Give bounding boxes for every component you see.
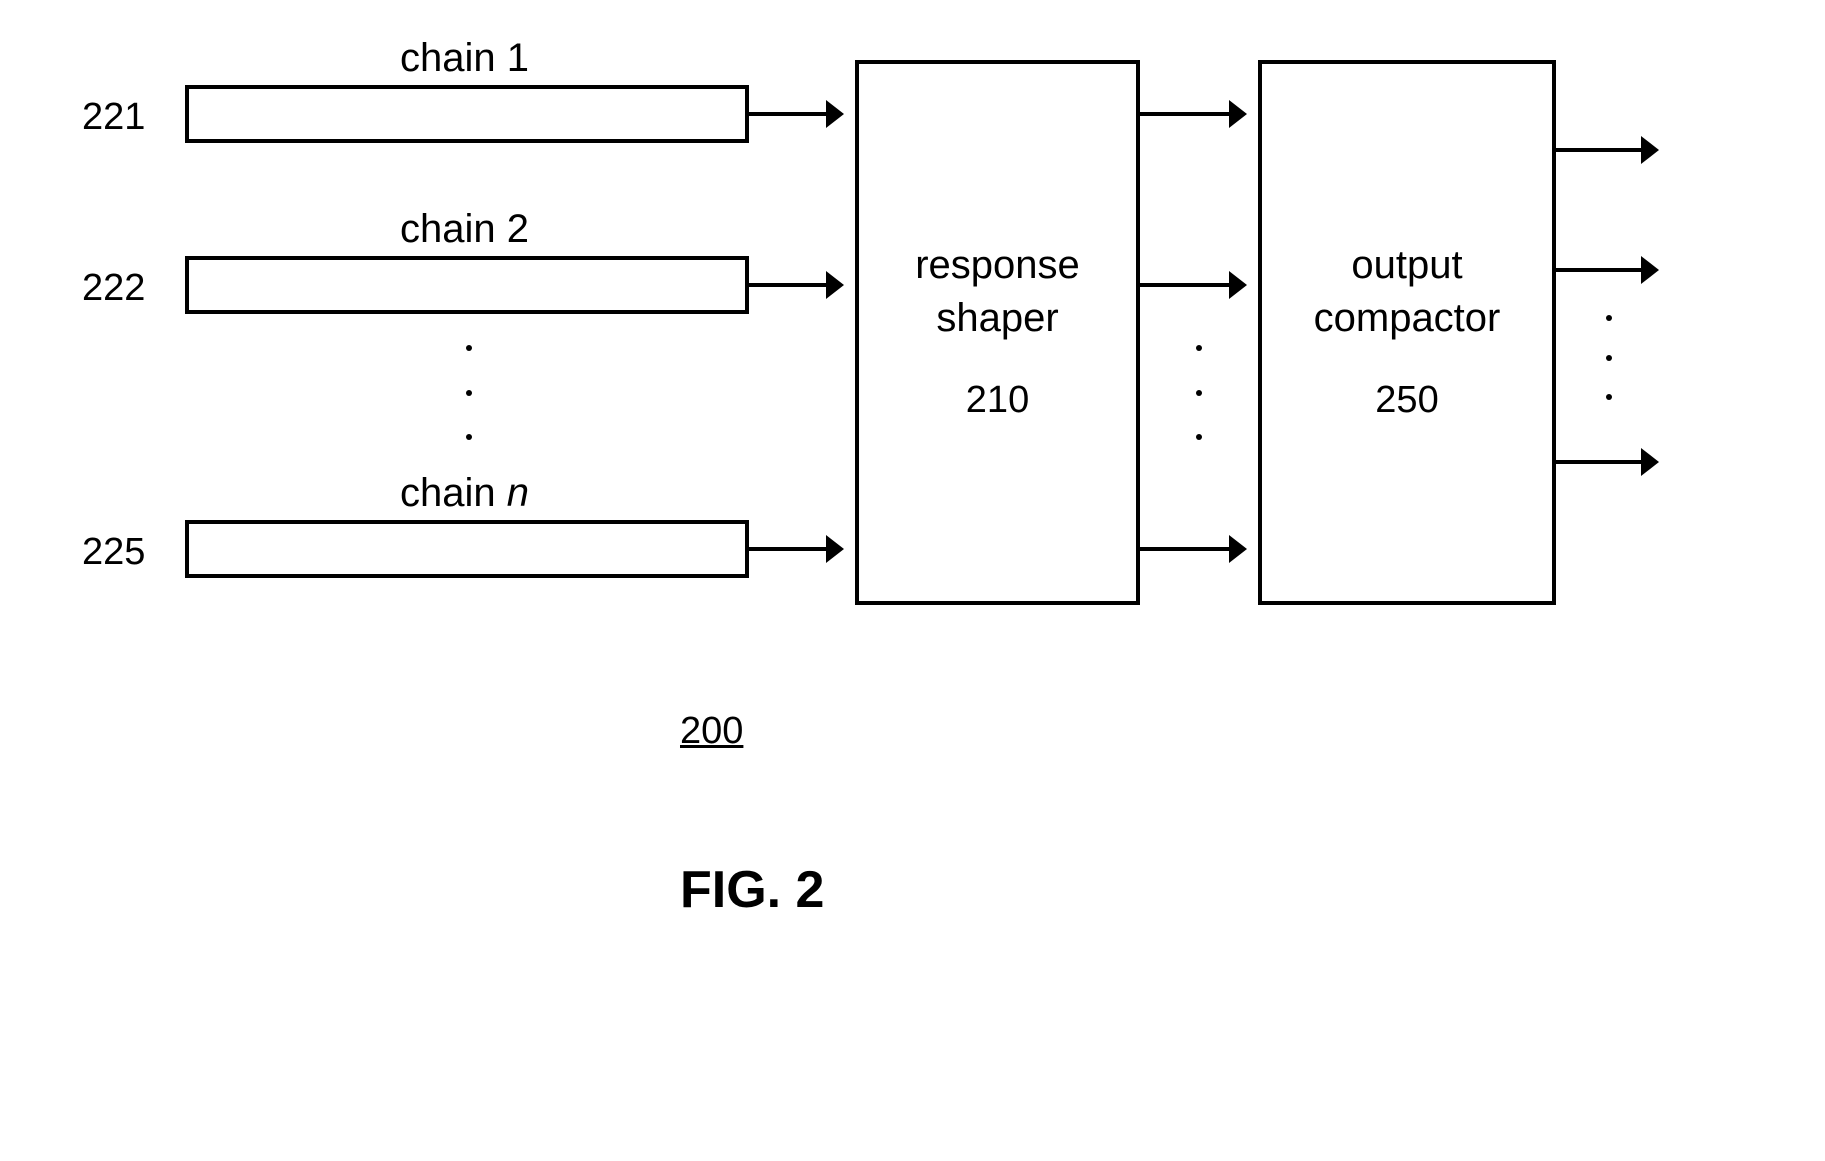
- response-shaper-ref: 210: [966, 379, 1029, 422]
- output-ellipsis: [1605, 315, 1613, 400]
- chain-ellipsis: [465, 345, 473, 440]
- arrow-out-2-line: [1556, 268, 1643, 272]
- arrow-chain-shaper-3-line: [749, 547, 828, 551]
- figure-caption: FIG. 2: [680, 860, 824, 920]
- chain-box-3: [185, 520, 749, 578]
- figure-canvas: chain 1 221 chain 2 222 chain n 225 response sh…: [0, 0, 1825, 1161]
- arrow-shaper-compactor-3-head: [1229, 535, 1247, 563]
- arrow-out-3-line: [1556, 460, 1643, 464]
- response-shaper-label1: response: [915, 243, 1080, 288]
- figure-number: 200: [680, 710, 743, 753]
- arrow-chain-shaper-2-line: [749, 283, 828, 287]
- output-compactor-box: output compactor 250: [1258, 60, 1556, 605]
- output-compactor-ref: 250: [1375, 379, 1438, 422]
- arrow-chain-shaper-1-line: [749, 112, 828, 116]
- arrow-shaper-compactor-1-line: [1140, 112, 1231, 116]
- arrow-chain-shaper-1-head: [826, 100, 844, 128]
- arrow-out-1-head: [1641, 136, 1659, 164]
- arrow-out-2-head: [1641, 256, 1659, 284]
- chain-ref-1: 221: [82, 96, 145, 139]
- chain-label-3: chain n: [400, 471, 529, 516]
- arrow-chain-shaper-3-head: [826, 535, 844, 563]
- response-shaper-label2: shaper: [936, 296, 1058, 341]
- chain-ref-3: 225: [82, 531, 145, 574]
- shaper-compactor-ellipsis: [1195, 345, 1203, 440]
- response-shaper-box: response shaper 210: [855, 60, 1140, 605]
- arrow-shaper-compactor-3-line: [1140, 547, 1231, 551]
- arrow-shaper-compactor-2-line: [1140, 283, 1231, 287]
- arrow-shaper-compactor-2-head: [1229, 271, 1247, 299]
- output-compactor-inner: output compactor 250: [1262, 64, 1552, 601]
- response-shaper-inner: response shaper 210: [859, 64, 1136, 601]
- arrow-shaper-compactor-1-head: [1229, 100, 1247, 128]
- arrow-chain-shaper-2-head: [826, 271, 844, 299]
- output-compactor-label1: output: [1351, 243, 1462, 288]
- chain-box-1: [185, 85, 749, 143]
- arrow-out-1-line: [1556, 148, 1643, 152]
- arrow-out-3-head: [1641, 448, 1659, 476]
- chain-box-2: [185, 256, 749, 314]
- output-compactor-label2: compactor: [1314, 296, 1501, 341]
- chain-ref-2: 222: [82, 267, 145, 310]
- chain-label-2: chain 2: [400, 207, 529, 252]
- chain-label-1: chain 1: [400, 36, 529, 81]
